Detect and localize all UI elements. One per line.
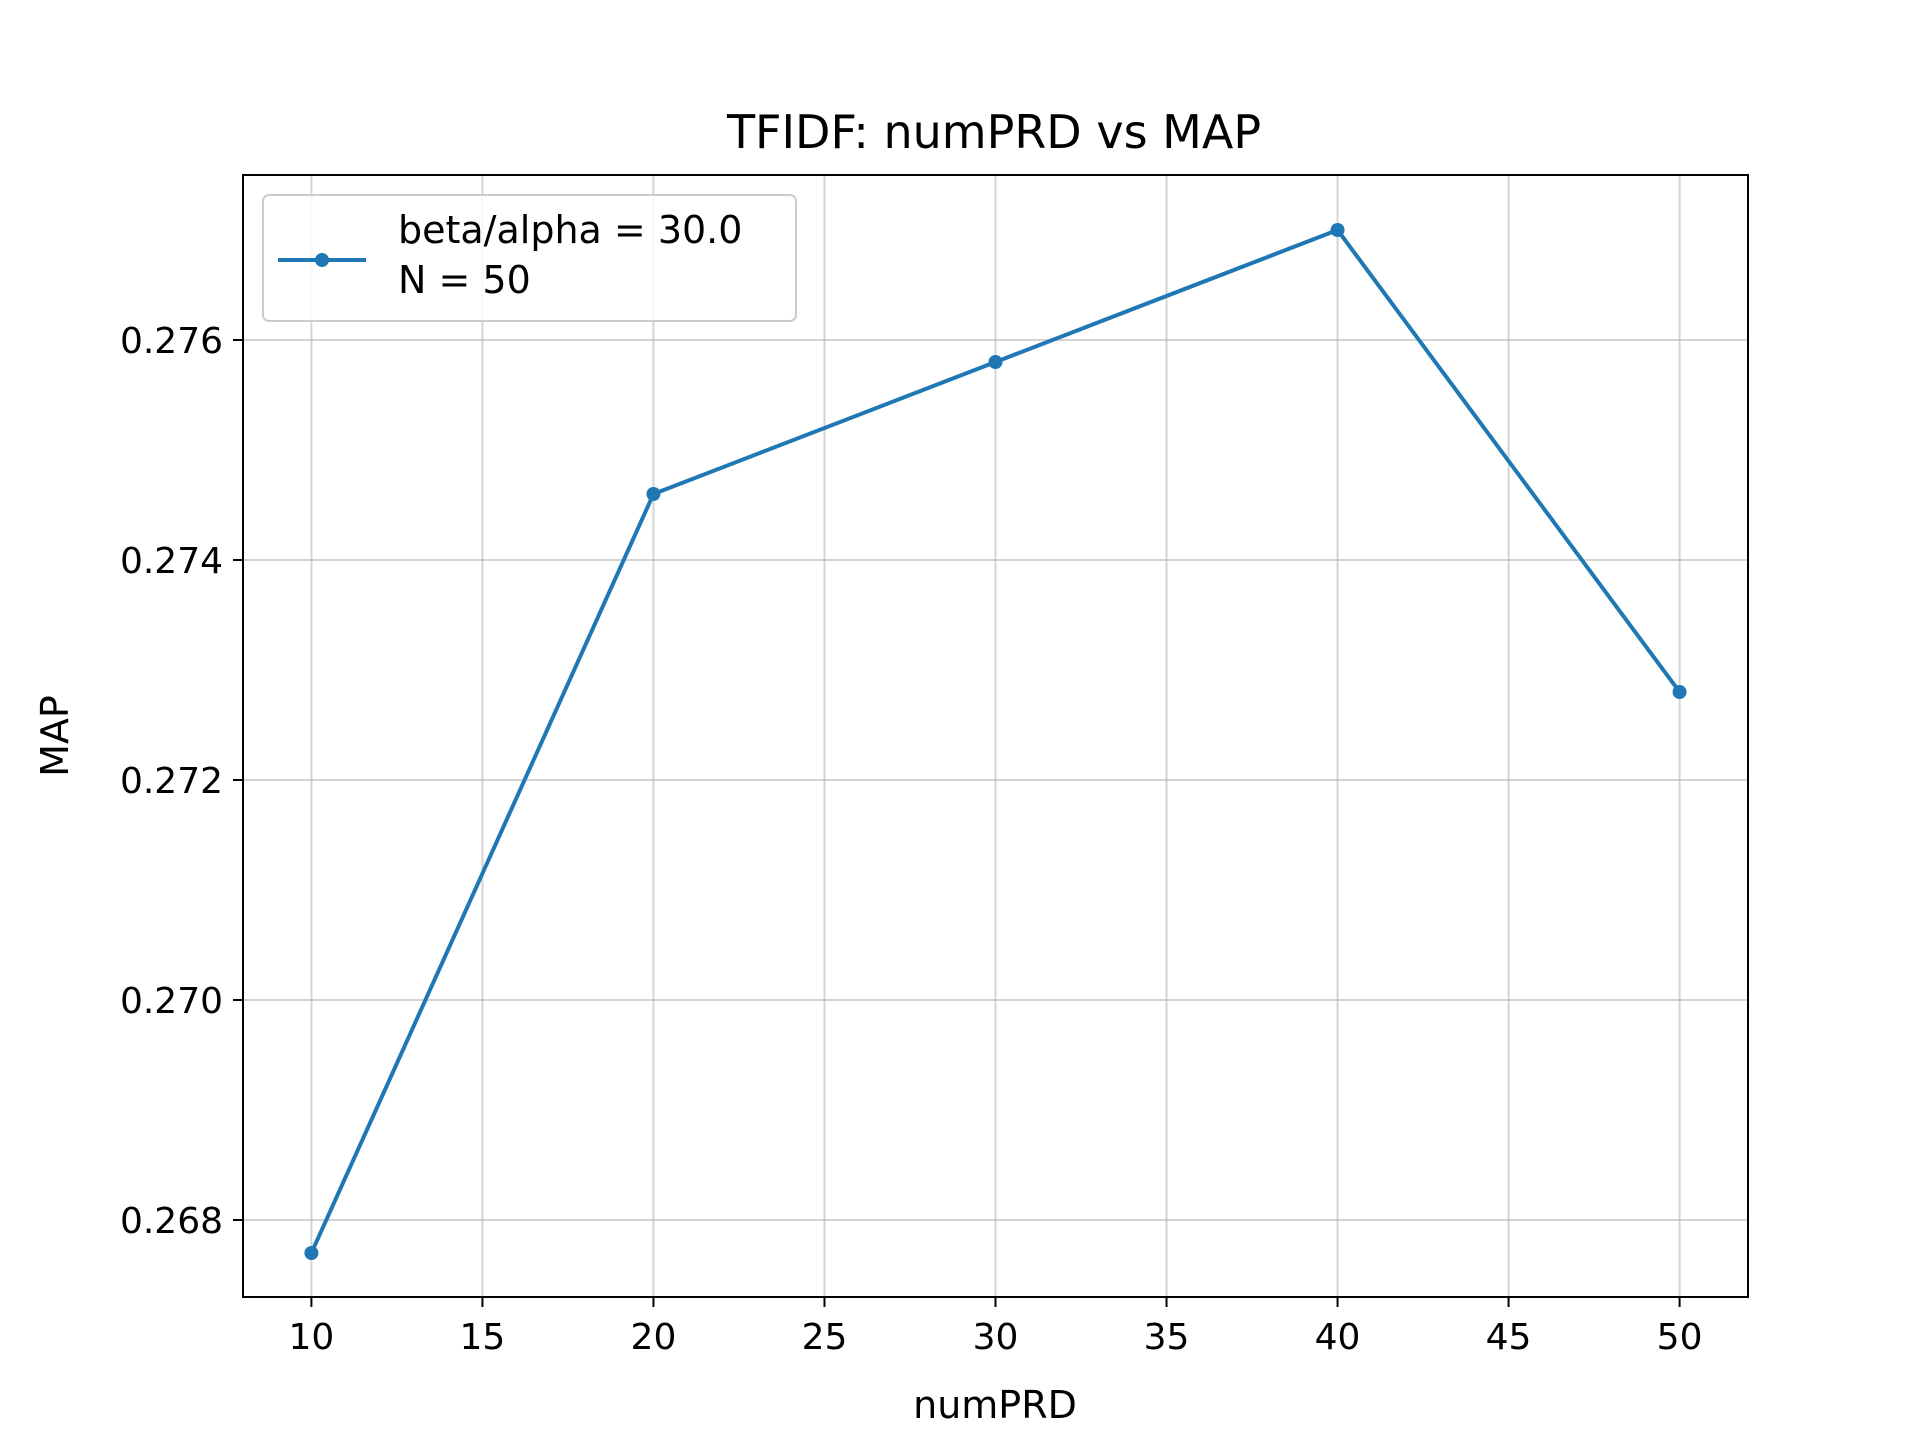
x-tick-label: 15 (460, 1317, 506, 1358)
x-tick-label: 20 (631, 1317, 677, 1358)
x-tick-label: 35 (1144, 1317, 1190, 1358)
data-point (304, 1246, 319, 1260)
x-axis-label: numPRD (913, 1383, 1077, 1427)
data-series (304, 223, 1687, 1260)
data-point (1330, 223, 1345, 237)
chart-title: TFIDF: numPRD vs MAP (726, 105, 1261, 159)
data-point (1672, 685, 1687, 699)
x-tick-label: 10 (289, 1317, 335, 1358)
data-point (988, 355, 1003, 369)
legend: beta/alpha = 30.0 N = 50 (262, 194, 797, 322)
plot-frame (242, 174, 1749, 1298)
y-tick-label: 0.274 (120, 541, 223, 582)
x-tick-label: 50 (1657, 1317, 1703, 1358)
data-point (646, 487, 661, 501)
x-tick-label: 40 (1315, 1317, 1361, 1358)
x-tick-label: 25 (802, 1317, 848, 1358)
legend-label-line-1: beta/alpha = 30.0 (398, 208, 742, 252)
y-tick-label: 0.276 (120, 321, 223, 362)
legend-box (262, 194, 797, 322)
grid-lines (243, 175, 1748, 1297)
y-tick-label: 0.268 (120, 1201, 223, 1242)
legend-label-line-2: N = 50 (398, 258, 531, 302)
y-tick-label: 0.272 (120, 761, 223, 802)
y-axis-label: MAP (33, 695, 77, 777)
x-tick-label: 45 (1486, 1317, 1532, 1358)
axis-ticks: 10 15 20 25 30 35 40 45 50 0.268 0.270 0.272 0.274 0.… (120, 321, 1703, 1358)
legend-marker-sample (315, 253, 329, 267)
y-tick-label: 0.270 (120, 981, 223, 1022)
x-tick-label: 30 (973, 1317, 1019, 1358)
